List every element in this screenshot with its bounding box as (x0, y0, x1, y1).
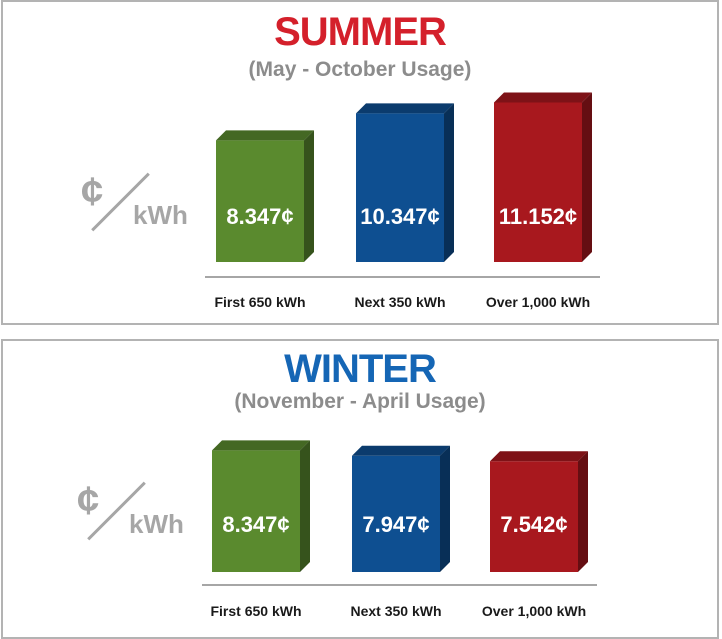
kwh-text: kWh (129, 509, 184, 539)
cent-symbol: ¢ (77, 479, 100, 523)
bar-top-1-0 (212, 440, 310, 451)
bar-0-1 (356, 113, 444, 262)
bar-top-1-2 (490, 451, 588, 462)
bar-top-0-1 (356, 103, 454, 114)
winter-unit-label: ¢ kWh (77, 479, 197, 549)
winter-panel: WINTER (November - April Usage) ¢ kWh (1, 339, 719, 639)
bar-side-0-2 (582, 92, 592, 262)
bar-side-1-2 (578, 451, 588, 572)
bar-side-0-1 (444, 103, 454, 262)
category-label-1-2: Over 1,000 kWh (482, 603, 586, 619)
cent-symbol: ¢ (81, 170, 104, 214)
summer-title: SUMMER (274, 10, 447, 54)
winter-subtitle: (November - April Usage) (234, 390, 486, 413)
bar-0-2 (494, 102, 582, 262)
summer-unit-label: ¢ kWh (81, 170, 201, 240)
value-label-1-0: 8.347¢ (222, 512, 289, 537)
kwh-text: kWh (133, 200, 188, 230)
summer-subtitle: (May - October Usage) (248, 58, 472, 81)
bar-1-1 (352, 455, 440, 572)
category-label-1-1: Next 350 kWh (350, 603, 441, 619)
summer-panel: SUMMER (May - October Usage) ¢ kWh (1, 0, 719, 325)
bar-1-0 (212, 450, 300, 572)
category-label-0-2: Over 1,000 kWh (486, 294, 590, 310)
value-label-1-1: 7.947¢ (362, 512, 429, 537)
value-label-0-0: 8.347¢ (226, 204, 293, 229)
bar-side-1-1 (440, 445, 450, 572)
bar-top-0-2 (494, 92, 592, 103)
value-label-0-2: 11.152¢ (499, 204, 577, 229)
category-label-1-0: First 650 kWh (210, 603, 301, 619)
winter-title: WINTER (284, 347, 437, 391)
bar-top-1-1 (352, 445, 450, 456)
category-label-0-0: First 650 kWh (214, 294, 305, 310)
bar-0-0 (216, 140, 304, 262)
bar-1-2 (490, 461, 578, 572)
bar-top-0-0 (216, 130, 314, 141)
value-label-1-2: 7.542¢ (500, 512, 567, 537)
category-label-0-1: Next 350 kWh (354, 294, 445, 310)
value-label-0-1: 10.347¢ (360, 204, 440, 229)
bar-side-0-0 (304, 130, 314, 262)
bar-side-1-0 (300, 440, 310, 572)
